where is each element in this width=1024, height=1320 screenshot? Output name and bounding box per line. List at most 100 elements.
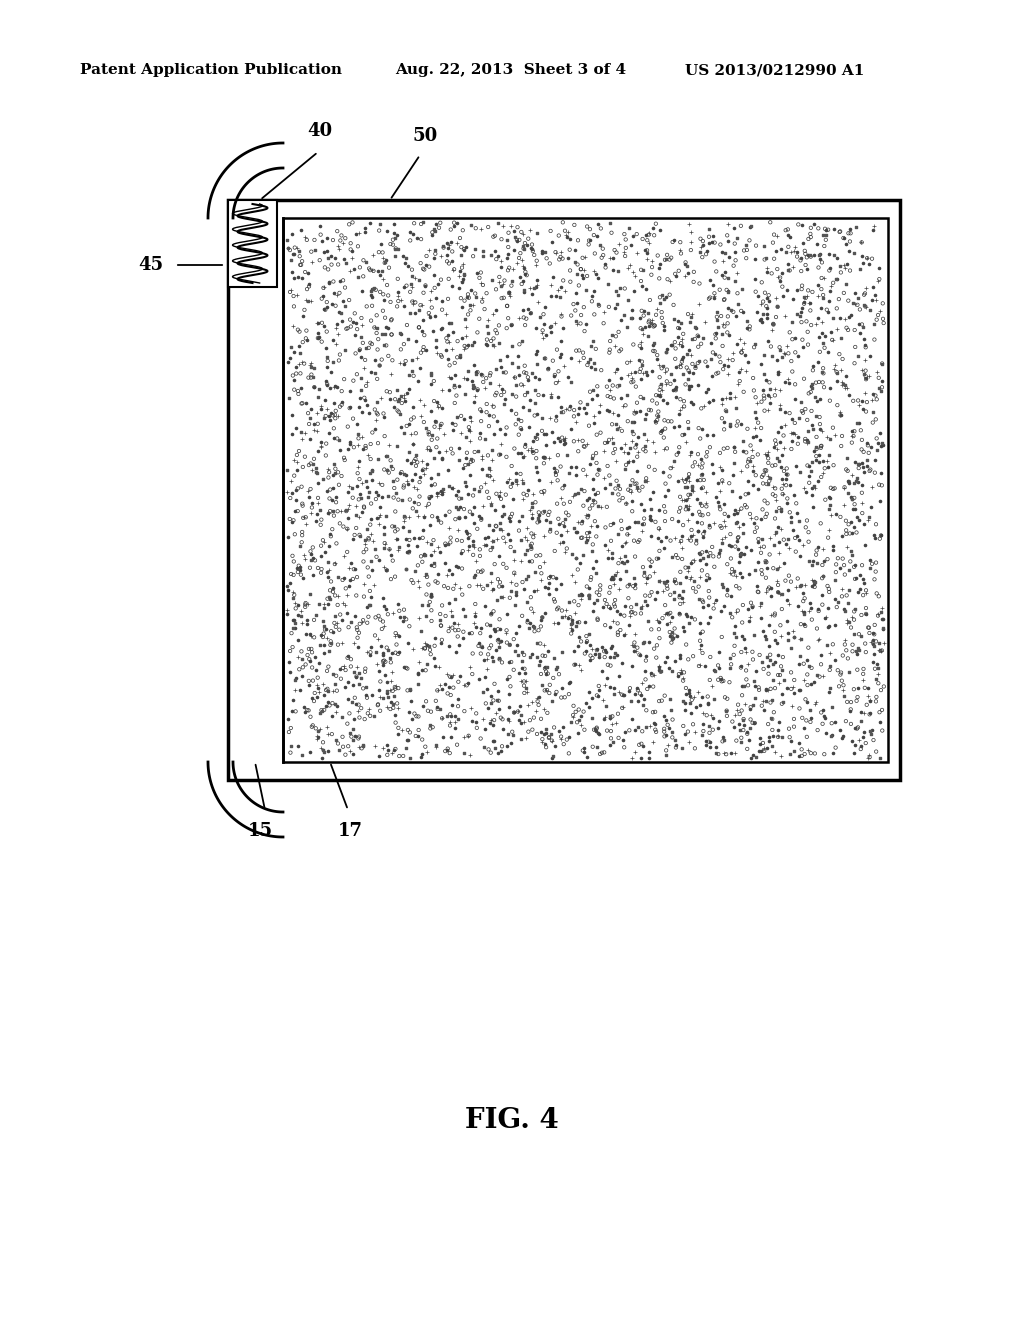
- Point: [850, 454, 866, 475]
- Point: [388, 529, 404, 550]
- Point: [464, 503, 480, 524]
- Point: [482, 562, 499, 583]
- Point: [465, 544, 481, 565]
- Point: [590, 685, 606, 706]
- Point: [647, 411, 664, 432]
- Point: [391, 601, 408, 622]
- Point: [616, 532, 633, 553]
- Point: [562, 271, 579, 292]
- Point: [695, 721, 712, 742]
- Point: [532, 610, 549, 631]
- Point: [375, 652, 391, 673]
- Point: [529, 507, 546, 528]
- Point: [358, 296, 375, 317]
- Point: [379, 560, 395, 581]
- Point: [765, 557, 781, 578]
- Point: [755, 528, 771, 549]
- Point: [722, 383, 738, 404]
- Point: [554, 428, 570, 449]
- Point: [535, 327, 551, 348]
- Point: [640, 631, 656, 652]
- Point: [548, 242, 564, 263]
- Point: [757, 282, 773, 304]
- Point: [396, 296, 413, 317]
- Point: [336, 447, 352, 469]
- Point: [296, 545, 312, 566]
- Point: [846, 421, 862, 442]
- Point: [513, 711, 529, 733]
- Point: [391, 626, 408, 647]
- Point: [378, 506, 394, 527]
- Point: [764, 319, 780, 341]
- Point: [552, 532, 568, 553]
- Point: [699, 565, 716, 586]
- Point: [462, 300, 478, 321]
- Point: [415, 259, 431, 280]
- Point: [656, 651, 673, 672]
- Point: [522, 645, 539, 667]
- Point: [822, 276, 839, 297]
- Point: [833, 719, 849, 741]
- Point: [612, 367, 629, 388]
- Point: [798, 288, 814, 309]
- Point: [285, 243, 301, 264]
- Point: [329, 220, 345, 242]
- Point: [641, 747, 657, 768]
- Point: [588, 644, 604, 665]
- Point: [553, 524, 569, 545]
- Point: [744, 461, 761, 482]
- Point: [574, 527, 591, 548]
- Point: [760, 579, 776, 601]
- Point: [449, 529, 465, 550]
- Point: [812, 243, 828, 264]
- Point: [509, 216, 525, 238]
- Point: [849, 659, 865, 680]
- Point: [447, 496, 464, 517]
- Point: [472, 545, 488, 566]
- Point: [500, 248, 516, 269]
- Point: [387, 227, 403, 248]
- Point: [460, 454, 476, 475]
- Point: [834, 727, 850, 748]
- Point: [487, 300, 504, 321]
- Point: [525, 616, 542, 638]
- Point: [430, 396, 446, 417]
- Point: [710, 669, 726, 690]
- Point: [442, 527, 459, 548]
- Point: [380, 603, 396, 624]
- Point: [513, 417, 529, 438]
- Point: [387, 676, 403, 697]
- Point: [282, 640, 298, 661]
- Point: [573, 510, 590, 531]
- Point: [727, 499, 743, 520]
- Point: [609, 612, 626, 634]
- Point: [869, 362, 886, 383]
- Point: [866, 524, 883, 545]
- Point: [607, 413, 624, 434]
- Point: [294, 268, 310, 289]
- Point: [863, 723, 880, 744]
- Point: [536, 698, 552, 719]
- Point: [417, 544, 433, 565]
- Point: [447, 556, 464, 577]
- Point: [319, 503, 336, 524]
- Point: [763, 708, 779, 729]
- Point: [518, 569, 535, 590]
- Point: [492, 418, 508, 440]
- Point: [507, 226, 523, 247]
- Point: [863, 719, 880, 741]
- Point: [329, 285, 345, 306]
- Point: [454, 272, 470, 293]
- Point: [327, 606, 343, 627]
- Point: [351, 339, 368, 360]
- Point: [794, 215, 810, 236]
- Point: [342, 380, 358, 401]
- Point: [611, 234, 628, 255]
- Point: [536, 313, 552, 334]
- Point: [439, 238, 456, 259]
- Point: [782, 572, 799, 593]
- Point: [805, 550, 821, 572]
- Point: [428, 690, 444, 711]
- Point: [355, 586, 372, 607]
- Point: [352, 668, 369, 689]
